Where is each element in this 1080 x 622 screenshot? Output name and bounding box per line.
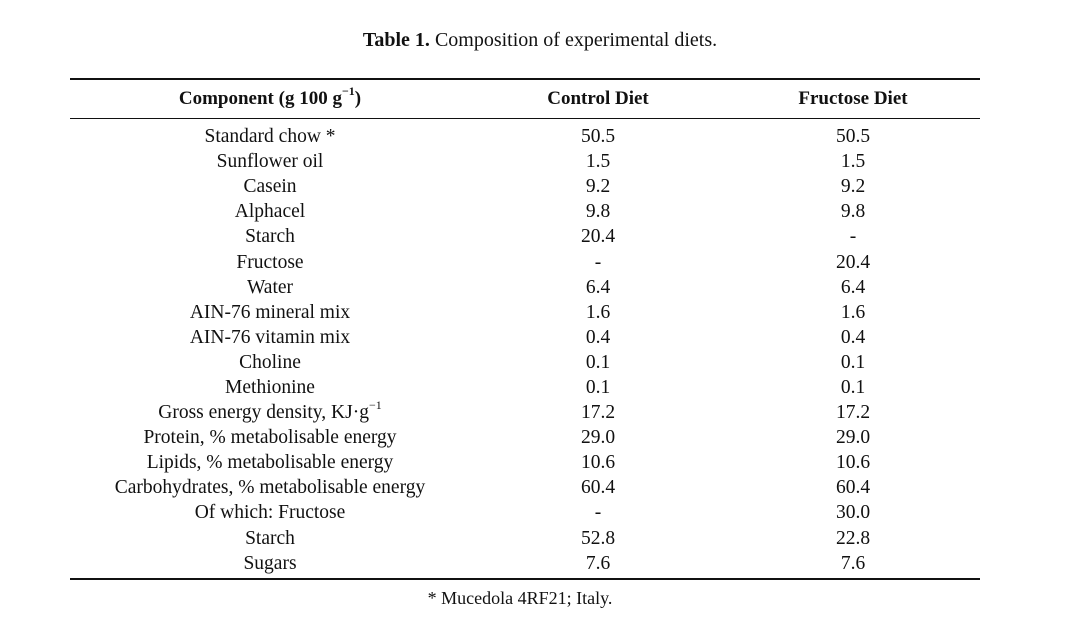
cell-control: 7.6 [585, 552, 611, 574]
cell-fructose: 1.6 [840, 301, 866, 323]
table-row: Methionine 0.1 0.1 [70, 375, 980, 400]
cell-fructose: 10.6 [835, 452, 871, 474]
table-row: Carbohydrates, % metabolisable energy 60.… [70, 475, 980, 500]
cell-fructose: 50.5 [835, 126, 871, 148]
cell-control: 50.5 [580, 126, 616, 148]
cell-control: 1.5 [585, 151, 611, 173]
cell-fructose: 30.0 [835, 502, 871, 524]
cell-fructose: 60.4 [835, 477, 871, 499]
header-component: Component (g 100 g−1) [178, 83, 362, 109]
cell-fructose: 0.4 [840, 326, 866, 348]
cell-fructose: 0.1 [840, 351, 866, 373]
cell-component: Casein [243, 176, 297, 198]
cell-component: Choline [239, 351, 301, 373]
cell-component: Carbohydrates, % metabolisable energy [114, 477, 426, 499]
cell-fructose: 22.8 [835, 527, 871, 549]
cell-fructose: 9.8 [840, 201, 866, 223]
header-fructose-diet: Fructose Diet [798, 88, 908, 109]
cell-control: 29.0 [580, 427, 616, 449]
table-row: Lipids, % metabolisable energy 10.6 10.6 [70, 450, 980, 475]
cell-control: 20.4 [580, 226, 616, 248]
cell-component: Sunflower oil [216, 151, 324, 173]
table-row: AIN-76 vitamin mix 0.4 0.4 [70, 325, 980, 350]
cell-fructose: 9.2 [840, 176, 866, 198]
table-row: Alphacel 9.8 9.8 [70, 199, 980, 224]
table-row: Starch 20.4 - [70, 224, 980, 249]
cell-control: 52.8 [580, 527, 616, 549]
cell-component: Lipids, % metabolisable energy [146, 452, 394, 474]
cell-fructose: 17.2 [835, 402, 871, 424]
cell-component: AIN-76 vitamin mix [189, 326, 351, 348]
cell-control: 60.4 [580, 477, 616, 499]
table-header-row: Component (g 100 g−1) Control Diet Fruct… [70, 80, 980, 118]
table-row: Protein, % metabolisable energy 29.0 29.0 [70, 425, 980, 450]
cell-fructose: 20.4 [835, 251, 871, 273]
cell-fructose: 6.4 [840, 276, 866, 298]
cell-control: - [594, 502, 602, 524]
cell-component: Protein, % metabolisable energy [143, 427, 397, 449]
table-row: Fructose - 20.4 [70, 249, 980, 274]
cell-control: 9.8 [585, 201, 611, 223]
caption-label: Table 1. [362, 29, 430, 51]
cell-control: 9.2 [585, 176, 611, 198]
table-row: AIN-76 mineral mix 1.6 1.6 [70, 300, 980, 325]
table-top-rule [70, 78, 980, 80]
table-row: Of which: Fructose - 30.0 [70, 500, 980, 525]
cell-control: 0.4 [585, 326, 611, 348]
cell-control: 0.1 [585, 376, 611, 398]
cell-component: Water [246, 276, 294, 298]
cell-fructose: 0.1 [840, 376, 866, 398]
caption-text: Composition of experimental diets. [434, 29, 718, 51]
table-row: Sunflower oil 1.5 1.5 [70, 149, 980, 174]
cell-component: Sugars [243, 552, 297, 574]
cell-control: 10.6 [580, 452, 616, 474]
cell-fructose: 7.6 [840, 552, 866, 574]
table-caption: Table 1. Composition of experimental die… [0, 28, 1080, 52]
cell-fructose: - [849, 226, 857, 248]
header-control-diet: Control Diet [547, 88, 649, 109]
cell-control: 6.4 [585, 276, 611, 298]
cell-component: Starch [245, 226, 295, 248]
table-row: Choline 0.1 0.1 [70, 350, 980, 375]
composition-table: Component (g 100 g−1) Control Diet Fruct… [70, 78, 980, 580]
table-header-rule [70, 118, 980, 119]
cell-component: Of which: Fructose [194, 502, 346, 524]
cell-fructose: 1.5 [840, 151, 866, 173]
table-row: Sugars 7.6 7.6 [70, 551, 980, 576]
cell-component: Alphacel [234, 201, 306, 223]
cell-component: Methionine [225, 376, 315, 398]
cell-component: Gross energy density, KJ·g−1 [158, 397, 382, 424]
table-footnote: * Mucedola 4RF21; Italy. [427, 588, 613, 608]
table-row: Gross energy density, KJ·g−1 17.2 17.2 [70, 397, 980, 425]
table-row: Water 6.4 6.4 [70, 275, 980, 300]
cell-control: 17.2 [580, 402, 616, 424]
table-row: Starch 52.8 22.8 [70, 526, 980, 551]
cell-component: Fructose [236, 251, 304, 273]
table-row: Casein 9.2 9.2 [70, 174, 980, 199]
cell-control: 0.1 [585, 351, 611, 373]
cell-control: 1.6 [585, 301, 611, 323]
cell-control: - [594, 251, 602, 273]
cell-component: Starch [245, 527, 295, 549]
cell-component: Standard chow * [204, 126, 336, 148]
table-body: Standard chow * 50.5 50.5 Sunflower oil 1.5 1… [70, 119, 980, 578]
cell-fructose: 29.0 [835, 427, 871, 449]
table-row: Standard chow * 50.5 50.5 [70, 124, 980, 149]
table-bottom-rule [70, 577, 980, 580]
cell-component: AIN-76 mineral mix [189, 301, 351, 323]
